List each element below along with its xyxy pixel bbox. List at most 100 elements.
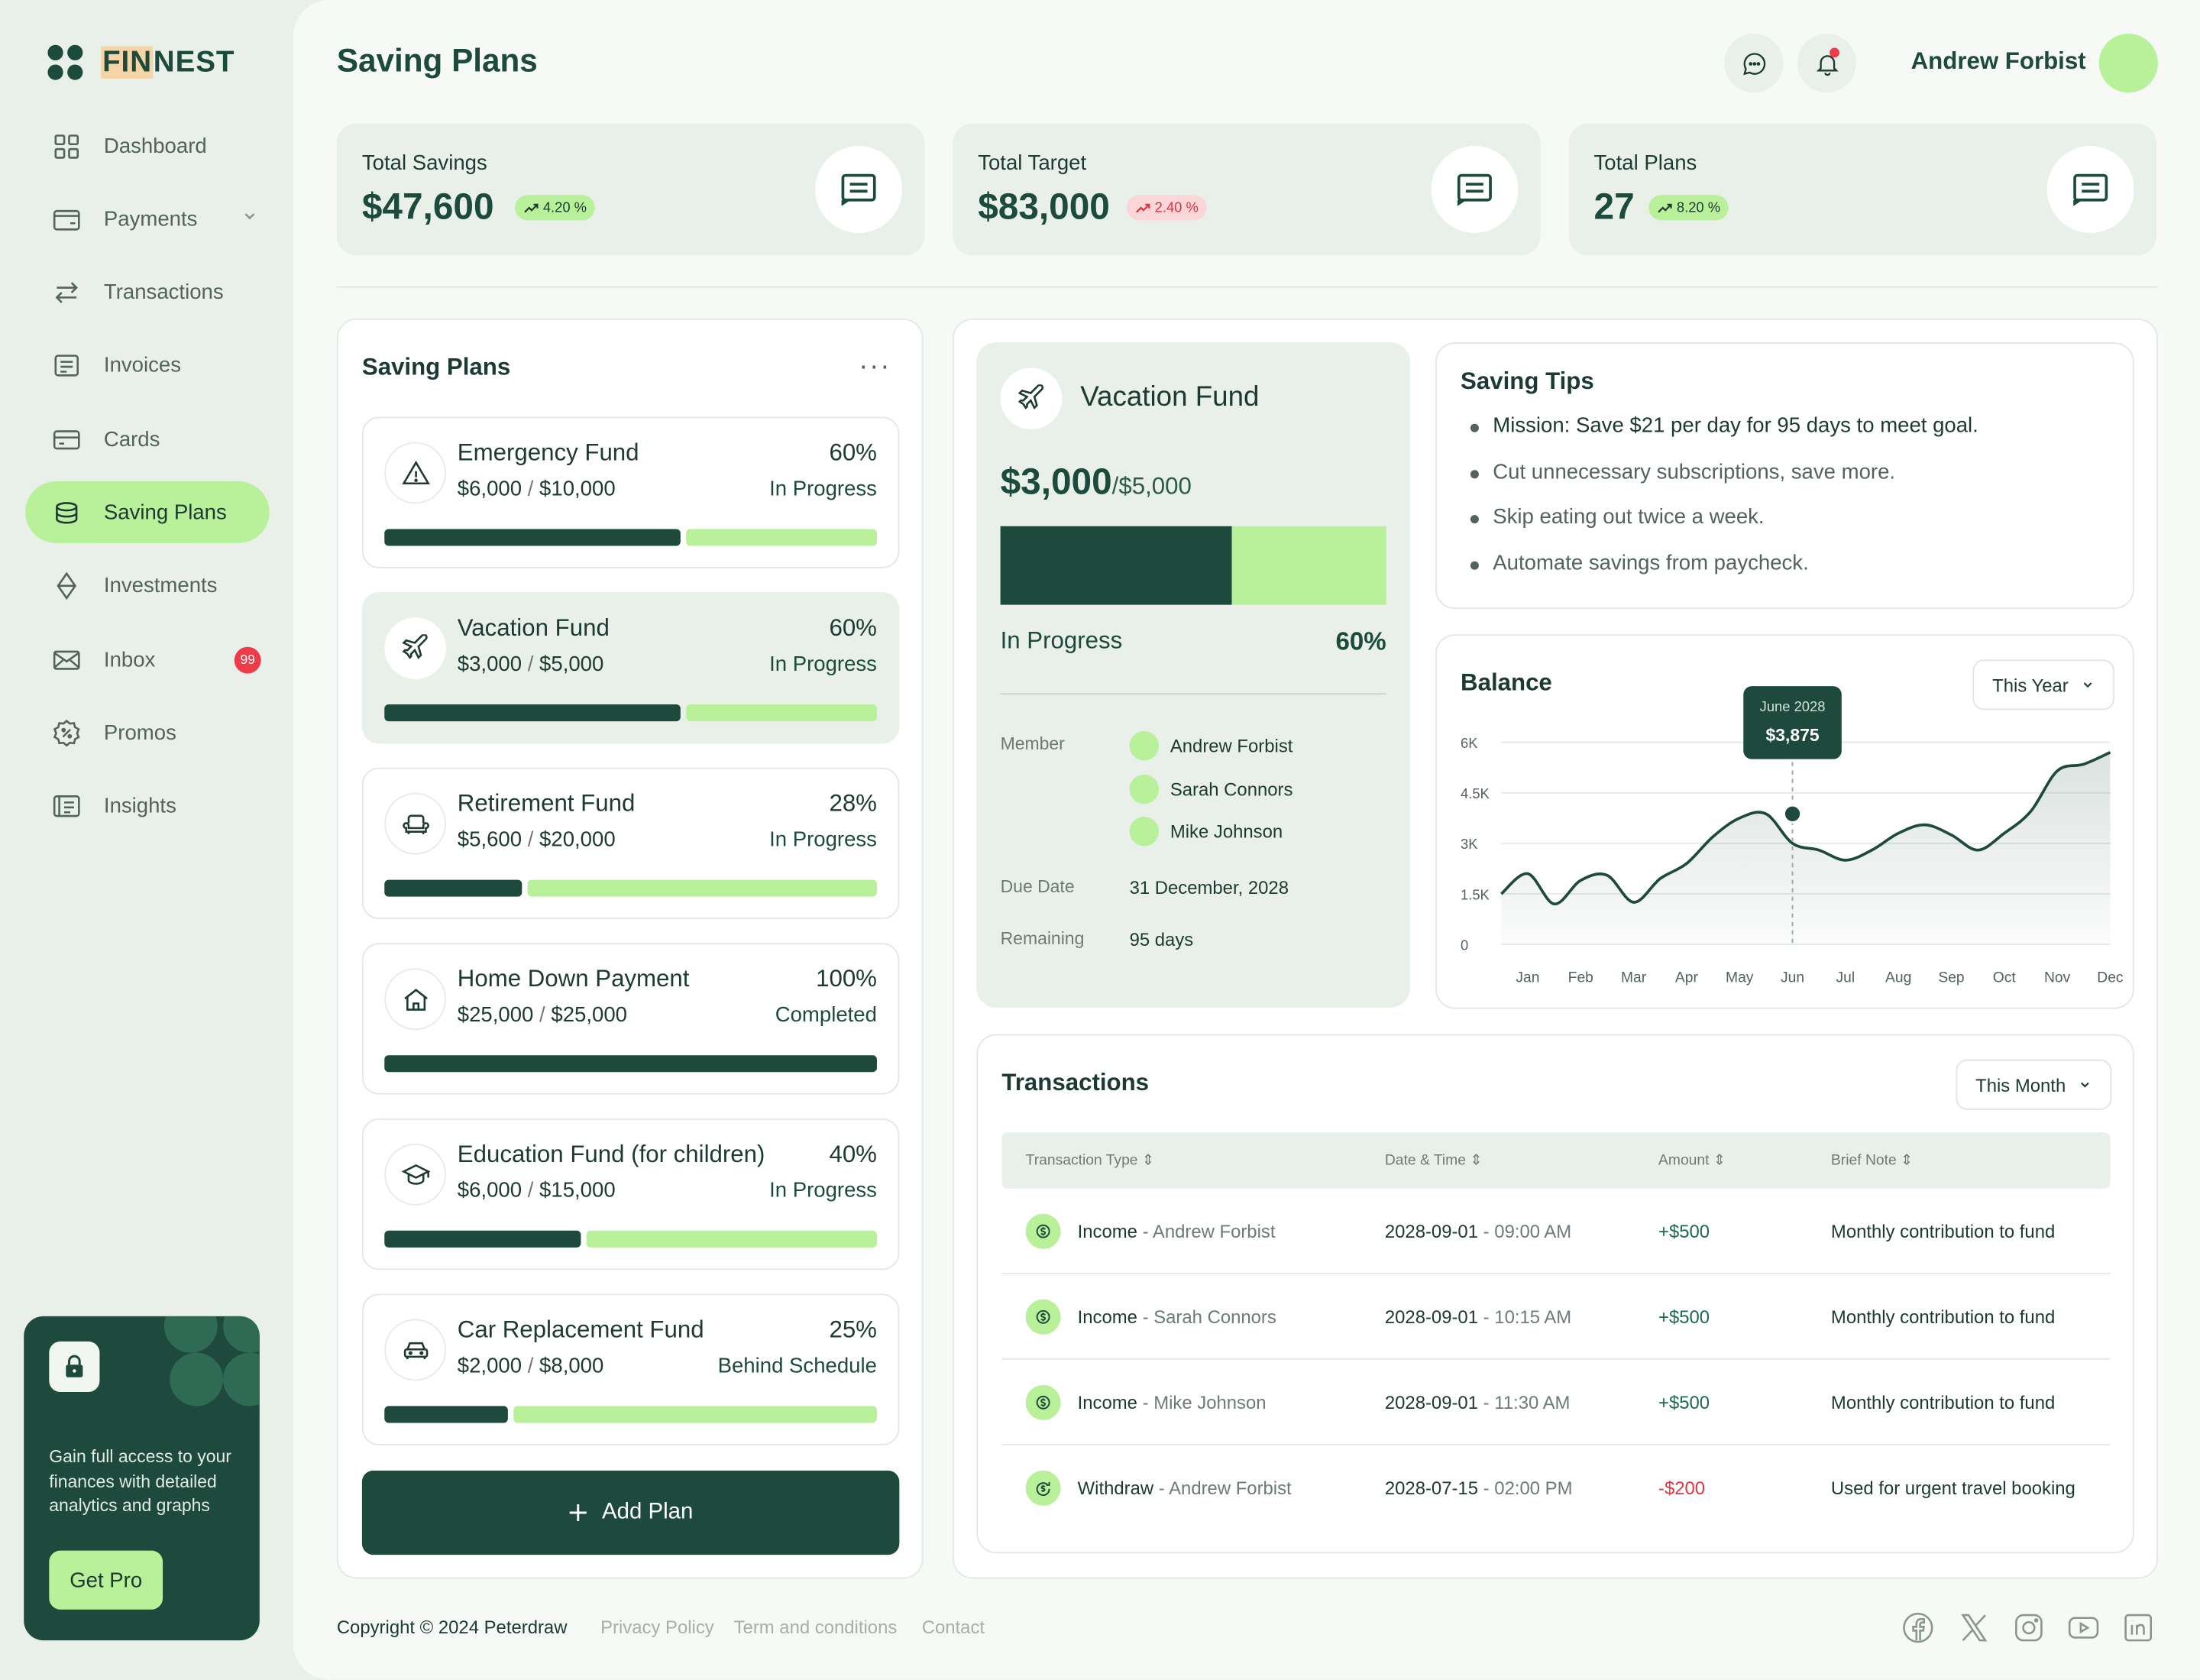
plan-card-car-replacement-fund[interactable]: Car Replacement Fund $2,000 / $8,000 25%… (361, 1293, 900, 1445)
tooltip-label: June 2028 (1760, 698, 1826, 714)
transaction-type: Income - Sarah Connors (1077, 1306, 1276, 1328)
table-row[interactable]: Withdraw - Andrew Forbist 2028-07-15 - 0… (1001, 1445, 2110, 1531)
x-tick-label: Dec (2097, 970, 2124, 986)
sidebar: FINNEST Dashboard Payments Transactions … (0, 0, 293, 1680)
table-row[interactable]: Income - Mike Johnson 2028-09-01 - 11:30… (1001, 1360, 2111, 1445)
more-options-icon[interactable]: ··· (859, 351, 891, 382)
sidebar-item-dashboard[interactable]: Dashboard (25, 115, 270, 177)
column-header-date[interactable]: Date & Time ⇕ (1384, 1151, 1483, 1169)
withdraw-icon (1025, 1470, 1061, 1506)
income-icon (1025, 1299, 1061, 1335)
youtube-icon[interactable] (2067, 1611, 2101, 1645)
trend-badge: 8.20 % (1648, 195, 1729, 221)
plan-card-vacation-fund[interactable]: Vacation Fund $3,000 / $5,000 60% In Pro… (361, 592, 900, 744)
divider (336, 286, 2158, 288)
sidebar-item-saving-plans[interactable]: Saving Plans (25, 481, 270, 544)
stat-label: Total Plans (1593, 151, 1697, 176)
instagram-icon[interactable] (2012, 1611, 2046, 1645)
sidebar-item-invoices[interactable]: Invoices (25, 335, 270, 397)
car-icon (384, 1319, 447, 1381)
balance-line-chart: 0 1.5K 3K 4.5K 6K Jan Feb Mar Apr May Jun Jul Aug Sep… (1461, 686, 2124, 986)
page-title: Saving Plans (336, 42, 538, 79)
linkedin-icon[interactable] (2121, 1611, 2155, 1645)
stat-value: 27 (1593, 185, 1635, 228)
progress-bar (384, 1230, 877, 1248)
avatar (1129, 730, 1160, 761)
brand-name: FINNEST (101, 46, 235, 79)
month-filter-dropdown[interactable]: This Month (1956, 1059, 2112, 1110)
trend-down-icon (1135, 202, 1150, 212)
x-tick-label: Mar (1621, 970, 1647, 986)
column-header-note[interactable]: Brief Note ⇕ (1830, 1151, 1914, 1169)
user-name[interactable]: Andrew Forbist (1910, 47, 2086, 75)
plan-card-home-down-payment[interactable]: Home Down Payment $25,000 / $25,000 100%… (361, 943, 900, 1095)
sort-icon: ⇕ (1141, 1151, 1155, 1169)
plan-status: Completed (775, 1003, 877, 1028)
y-tick-label: 4.5K (1461, 785, 1490, 801)
airplane-icon (1000, 367, 1063, 430)
warning-icon (384, 442, 447, 504)
plus-icon (569, 1504, 587, 1522)
sidebar-item-label: Saving Plans (103, 500, 227, 525)
income-icon (1025, 1384, 1061, 1420)
sidebar-item-label: Transactions (103, 280, 224, 305)
column-header-type[interactable]: Transaction Type ⇕ (1025, 1151, 1155, 1169)
transactions-title: Transactions (1001, 1069, 1150, 1096)
logo[interactable]: FINNEST (47, 44, 235, 82)
transaction-type: Income - Andrew Forbist (1077, 1220, 1276, 1242)
sidebar-item-promos[interactable]: Promos (25, 702, 270, 764)
sidebar-item-payments[interactable]: Payments (25, 189, 270, 251)
member-item: Andrew Forbist (1129, 730, 1292, 761)
plan-percent: 60% (829, 439, 877, 466)
privacy-policy-link[interactable]: Privacy Policy (600, 1616, 714, 1638)
sidebar-item-transactions[interactable]: Transactions (25, 262, 270, 324)
sidebar-nav: Dashboard Payments Transactions Invoices… (25, 115, 270, 850)
x-icon[interactable] (1957, 1611, 1991, 1645)
x-tick-label: Aug (1885, 970, 1911, 986)
x-tick-label: May (1726, 970, 1754, 986)
sidebar-item-label: Promos (103, 720, 176, 746)
plan-card-education-fund[interactable]: Education Fund (for children) $6,000 / $… (361, 1118, 900, 1271)
sort-icon: ⇕ (1470, 1151, 1483, 1169)
plan-card-retirement-fund[interactable]: Retirement Fund $5,600 / $20,000 28% In … (361, 767, 900, 920)
notifications-button[interactable] (1797, 34, 1856, 93)
due-date-label: Due Date (1000, 876, 1075, 897)
year-filter-dropdown[interactable]: This Year (1972, 659, 2115, 711)
sidebar-item-investments[interactable]: Investments (25, 555, 270, 617)
chevron-down-icon[interactable] (241, 208, 258, 225)
messages-button[interactable] (1724, 34, 1784, 93)
plan-percent: 28% (829, 790, 877, 817)
plan-name: Home Down Payment (457, 965, 690, 992)
stat-label: Total Savings (361, 151, 487, 176)
table-row[interactable]: Income - Andrew Forbist 2028-09-01 - 09:… (1001, 1189, 2111, 1274)
sort-icon: ⇕ (1713, 1151, 1726, 1169)
plan-name: Retirement Fund (457, 790, 636, 817)
stat-value: $83,000 (978, 185, 1110, 228)
notification-badge: 99 (234, 646, 261, 674)
tip-item: Mission: Save $21 per day for 95 days to… (1470, 414, 1978, 460)
terms-link[interactable]: Term and conditions (733, 1616, 898, 1638)
sidebar-item-inbox[interactable]: Inbox 99 (25, 629, 270, 691)
remaining-value: 95 days (1129, 928, 1194, 950)
card-icon (50, 424, 81, 455)
trend-badge: 2.40 % (1126, 195, 1207, 221)
plan-card-emergency-fund[interactable]: Emergency Fund $6,000 / $10,000 60% In P… (361, 416, 900, 568)
sidebar-item-cards[interactable]: Cards (25, 409, 270, 471)
trend-badge: 4.20 % (515, 195, 596, 221)
detail-title: Vacation Fund (1080, 381, 1260, 413)
progress-bar (384, 529, 877, 546)
wallet-icon (50, 204, 81, 235)
logo-icon (47, 44, 84, 82)
facebook-icon[interactable] (1901, 1611, 1935, 1645)
airplane-icon (384, 617, 447, 679)
avatar[interactable] (2098, 34, 2158, 93)
add-plan-button[interactable]: Add Plan (361, 1470, 900, 1555)
sidebar-item-insights[interactable]: Insights (25, 775, 270, 837)
table-row[interactable]: Income - Sarah Connors 2028-09-01 - 10:1… (1001, 1274, 2111, 1360)
column-header-amount[interactable]: Amount ⇕ (1658, 1151, 1726, 1169)
contact-link[interactable]: Contact (921, 1616, 985, 1638)
transaction-type: Income - Mike Johnson (1077, 1392, 1267, 1413)
copyright-text: Copyright © 2024 Peterdraw (336, 1616, 568, 1638)
plan-name: Car Replacement Fund (457, 1316, 704, 1343)
get-pro-button[interactable]: Get Pro (49, 1550, 163, 1610)
